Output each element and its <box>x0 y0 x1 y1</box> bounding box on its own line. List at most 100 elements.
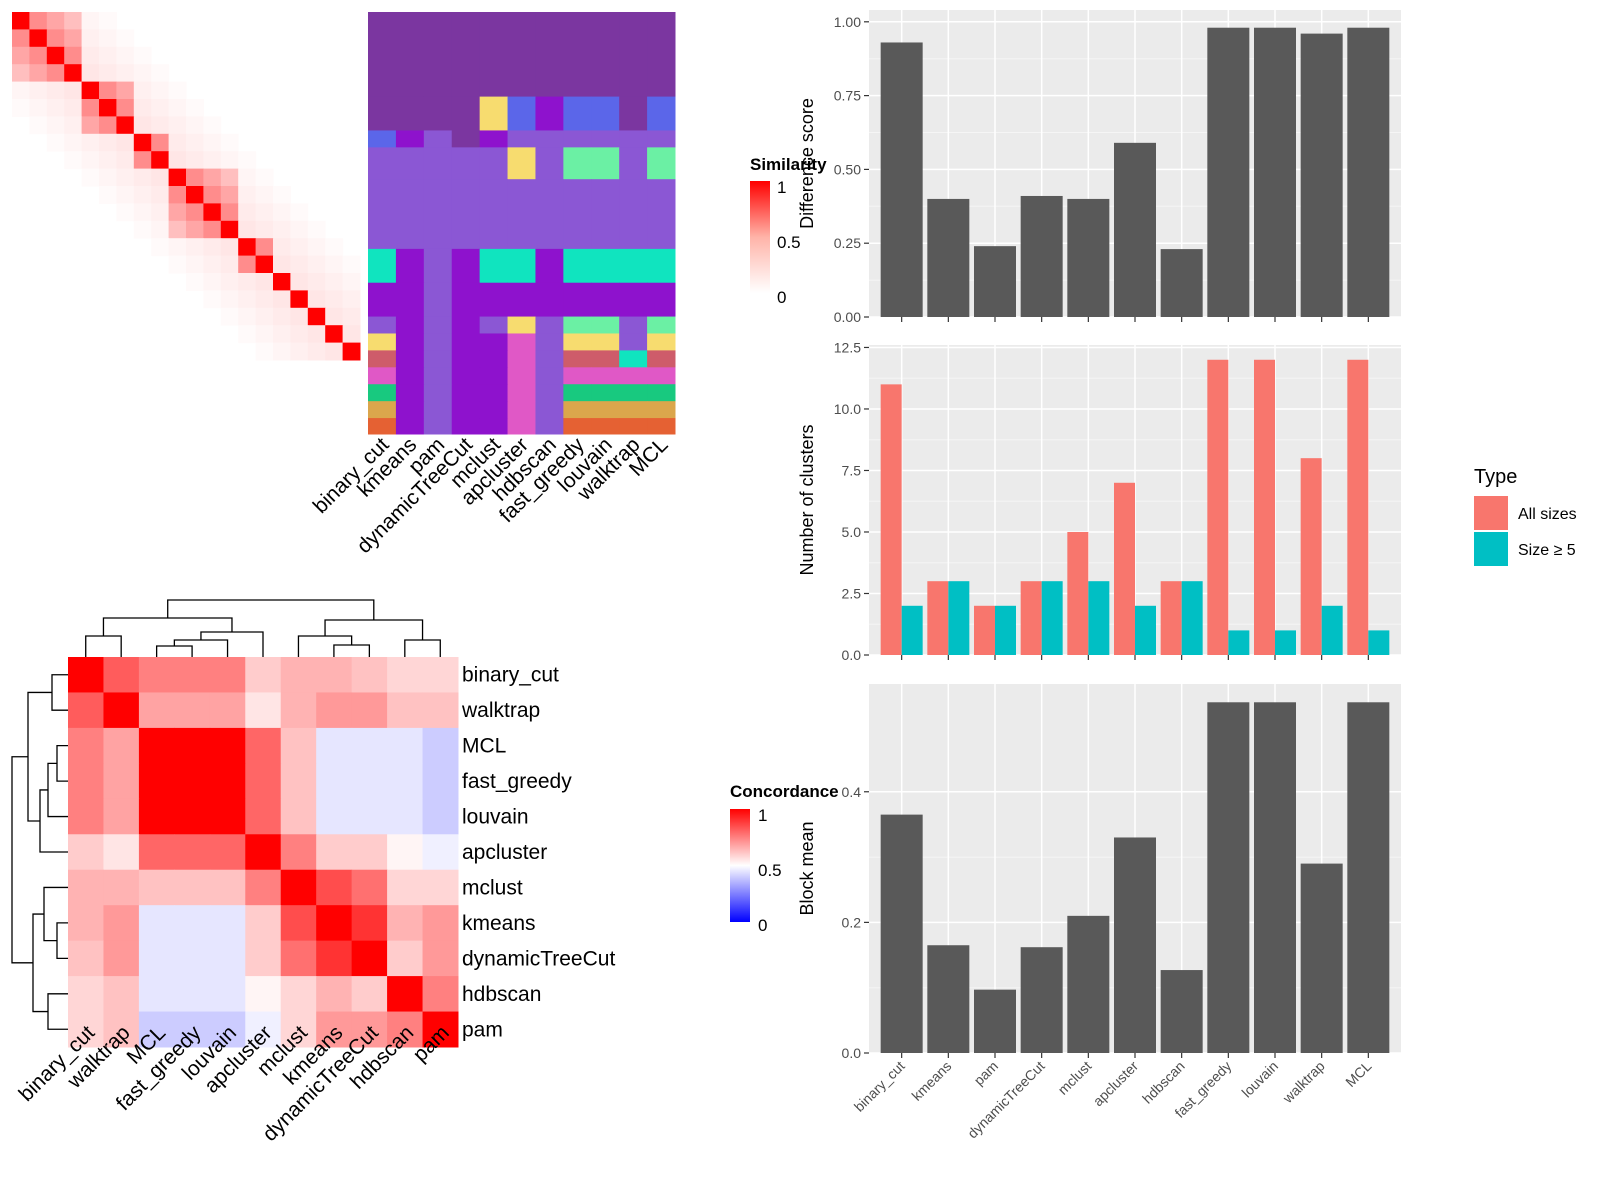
bar-size-ge-5 <box>1135 605 1156 655</box>
cluster-cell <box>479 147 509 180</box>
concordance-cell <box>174 727 211 764</box>
similarity-cell <box>12 46 30 65</box>
bar <box>880 814 923 1053</box>
concordance-cell <box>245 657 282 693</box>
similarity-cell <box>186 273 204 291</box>
cluster-cell <box>535 350 564 368</box>
dendrogram-branch <box>47 762 68 818</box>
similarity-cell <box>290 220 309 239</box>
bar-all-sizes <box>1160 581 1182 655</box>
cluster-cell <box>591 147 620 180</box>
concordance-row-label: MCL <box>462 735 506 758</box>
concordance-cell <box>245 727 282 764</box>
cluster-cell <box>479 248 509 284</box>
bar-chart-2: 0.0 2.5 5.0 7.5 10.0 12.5 Number of clusters <box>797 339 1401 663</box>
concordance-cell <box>245 692 282 729</box>
bar-all-sizes <box>1020 581 1042 655</box>
cluster-cell <box>563 248 592 284</box>
cluster-cell <box>479 384 509 402</box>
similarity-cell <box>255 325 274 344</box>
similarity-cell <box>220 203 239 222</box>
similarity-cell <box>99 81 117 100</box>
similarity-cell <box>116 46 135 65</box>
similarity-cell <box>273 238 291 257</box>
cluster-cell <box>395 333 425 351</box>
similarity-legend-title: Similarity <box>750 155 827 174</box>
concordance-cell <box>245 834 282 871</box>
similarity-cell <box>116 81 135 100</box>
similarity-cell <box>116 99 135 117</box>
concordance-cell <box>351 976 388 1013</box>
bar <box>1160 970 1203 1053</box>
concordance-cell <box>68 1011 104 1048</box>
cluster-cell <box>507 418 536 435</box>
concordance-cell <box>351 692 388 729</box>
similarity-cell <box>151 81 170 100</box>
bar-size-ge-5 <box>948 581 970 655</box>
cluster-cell <box>423 401 453 419</box>
cluster-cell <box>479 282 509 318</box>
cluster-cell <box>507 367 536 385</box>
bar <box>1160 249 1203 317</box>
similarity-cell <box>203 133 222 152</box>
cluster-cell <box>423 367 453 385</box>
concordance-cell <box>316 798 353 835</box>
x-tick-label: binary_cut <box>851 1058 908 1115</box>
concordance-cell <box>103 905 140 942</box>
concordance-legend-tick: 1 <box>758 806 767 825</box>
similarity-cell <box>342 325 361 344</box>
similarity-cell <box>325 325 344 344</box>
type-legend-swatch-all-sizes <box>1474 496 1508 530</box>
concordance-cell <box>174 834 211 871</box>
similarity-cell <box>203 220 222 239</box>
dendrogram-branch <box>47 993 68 1030</box>
concordance-cell <box>68 834 104 871</box>
similarity-cell <box>64 12 83 30</box>
similarity-cell <box>290 325 309 344</box>
similarity-cell <box>220 307 239 326</box>
concordance-cell <box>103 1011 140 1048</box>
y-tick-label: 10.0 <box>834 401 861 417</box>
cluster-cell <box>423 96 453 131</box>
cluster-cell <box>535 333 564 351</box>
concordance-cell <box>103 692 140 729</box>
concordance-cell <box>422 940 459 977</box>
similarity-cell <box>12 29 30 48</box>
similarity-cell <box>255 290 274 309</box>
similarity-cell <box>290 307 309 326</box>
cluster-cell <box>619 147 648 180</box>
similarity-cell <box>290 290 309 309</box>
similarity-cell <box>99 46 117 65</box>
similarity-cell <box>325 255 344 274</box>
cluster-cell <box>591 130 620 148</box>
cluster-cell <box>479 367 509 385</box>
concordance-cell <box>422 1011 459 1048</box>
similarity-cell <box>99 151 117 170</box>
cluster-cell <box>423 248 453 284</box>
similarity-cell <box>238 168 257 187</box>
concordance-cell <box>209 727 246 764</box>
similarity-cell <box>168 220 187 239</box>
bar <box>974 989 1016 1053</box>
concordance-heatmap <box>68 657 459 1048</box>
bar-size-ge-5 <box>1088 581 1110 655</box>
similarity-cell <box>307 273 326 291</box>
cluster-cell <box>423 333 453 351</box>
concordance-cell <box>316 905 353 942</box>
cluster-cell <box>479 12 509 98</box>
cluster-cell <box>479 130 509 148</box>
similarity-cell <box>64 116 83 135</box>
similarity-cell <box>46 12 65 30</box>
cluster-cell <box>647 350 676 368</box>
cluster-cell <box>451 248 481 284</box>
cluster-cell <box>479 418 509 435</box>
similarity-cell <box>238 255 257 274</box>
x-tick-label: louvain <box>1238 1058 1281 1101</box>
similarity-cell <box>342 255 361 274</box>
dendrogram-branch <box>155 645 193 657</box>
x-tick-label: apcluster <box>1090 1058 1142 1110</box>
cluster-cell <box>423 316 453 334</box>
cluster-cell <box>423 418 453 435</box>
